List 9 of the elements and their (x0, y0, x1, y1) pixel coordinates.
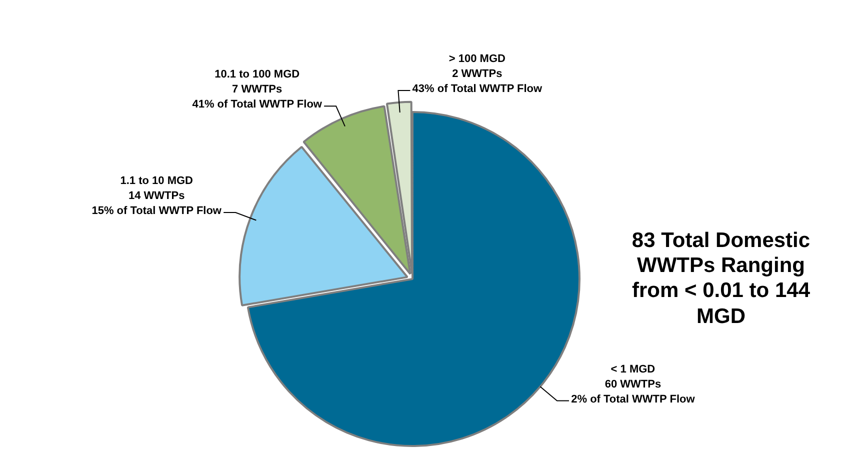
data-label: 7 WWTPs 41% of Total WWTP Flow (192, 84, 322, 111)
slice-label: 1.1 to 10 MGD (120, 175, 194, 188)
data-label: 2 WWTPs 43% of Total WWTP Flow (412, 68, 542, 96)
data-label: 14 WWTPs 15% of Total WWTP Flow (92, 190, 222, 218)
data-label: 60 WWTPs 2% of Total WWTP Flow (571, 378, 696, 406)
slice-label: 10.1 to 100 MGD (214, 68, 300, 81)
text: 83 Total Domestic WWTPs Ranging from < 0.01 to 144 MGD (630, 228, 812, 329)
slice-label: < 1 MGD (610, 363, 656, 376)
slice-label: > 100 MGD (448, 53, 506, 66)
